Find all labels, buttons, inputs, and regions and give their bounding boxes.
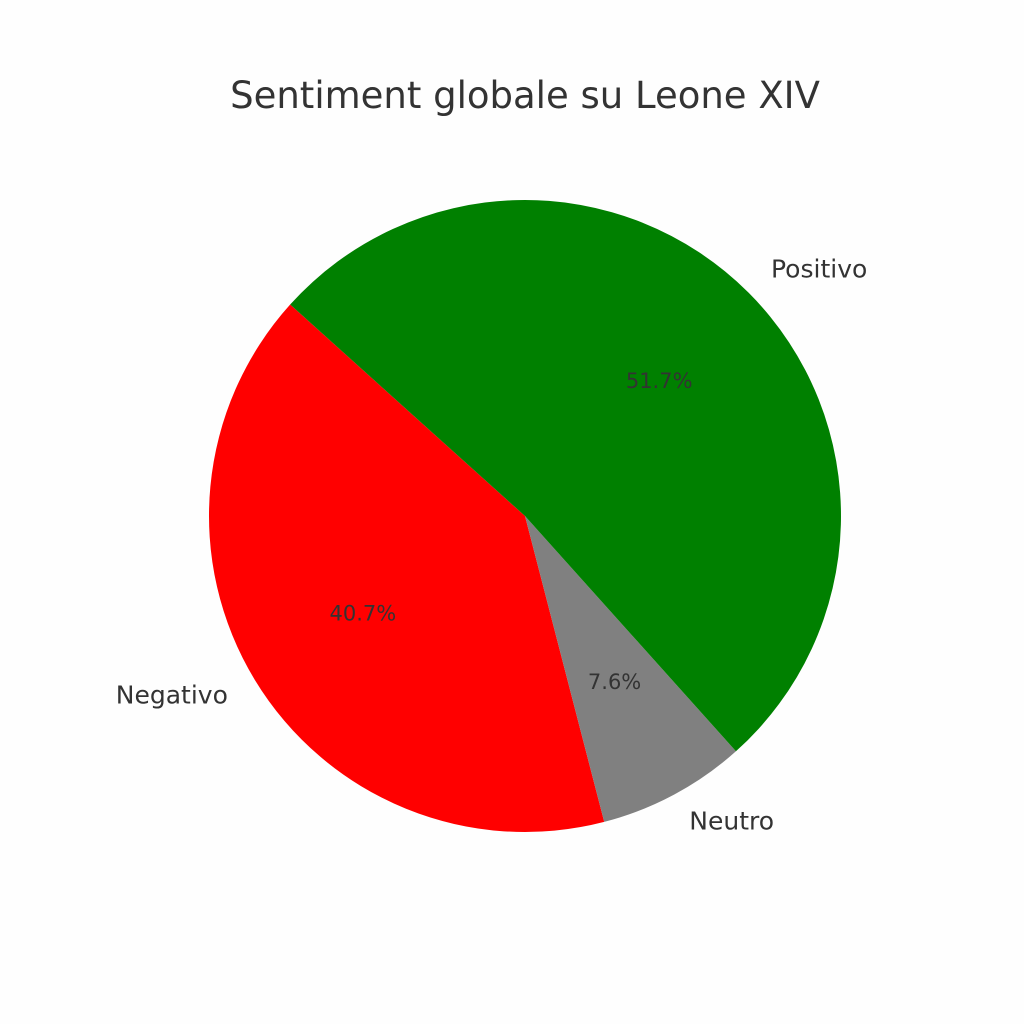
chart-title: Sentiment globale su Leone XIV: [230, 74, 820, 117]
slice-label-neutro: Neutro: [689, 806, 774, 835]
pie-slice-positivo: [290, 200, 841, 752]
pie-labels: Negativo 40.7% Neutro 7.6% Positivo 51.7%: [116, 255, 868, 836]
pie-slices: [208, 200, 841, 833]
slice-label-negativo: Negativo: [116, 680, 228, 709]
pie-slice-negativo: [208, 304, 605, 833]
pie-slice-neutro: [525, 516, 736, 822]
slice-label-positivo: Positivo: [771, 255, 867, 284]
pct-label-positivo: 51.7%: [626, 369, 693, 393]
pct-label-negativo: 40.7%: [330, 601, 397, 625]
pct-label-neutro: 7.6%: [588, 670, 641, 694]
